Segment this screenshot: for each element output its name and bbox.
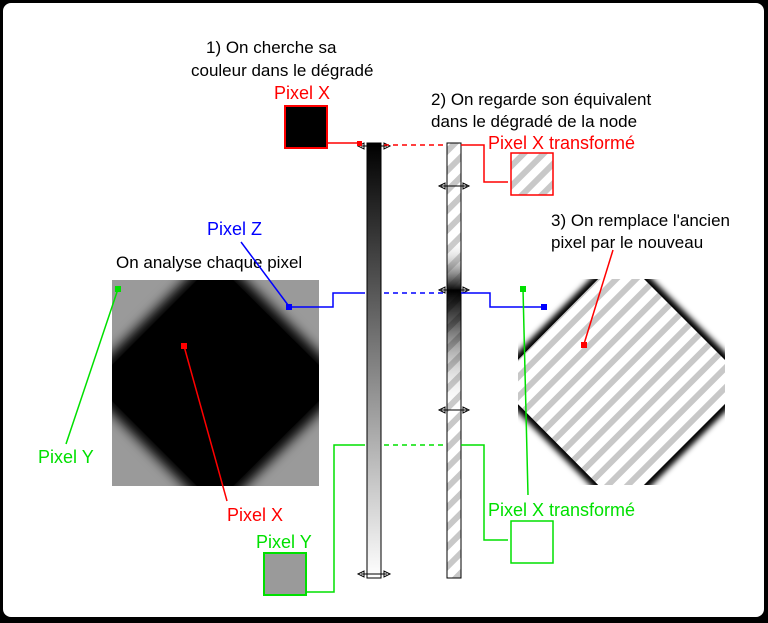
step1-line2: couleur dans le dégradé <box>191 61 373 80</box>
pixel-x-transformed-red-label: Pixel X transformé <box>488 133 635 153</box>
pixel-z-marker-left <box>286 304 292 310</box>
blue-connectors <box>240 241 543 308</box>
step2-line2: dans le dégradé de la node <box>431 112 637 131</box>
pixel-x-bottom-label: Pixel X <box>227 505 283 525</box>
step2-line1: 2) On regarde son équivalent <box>431 90 651 109</box>
pixel-x-top-label: Pixel X <box>274 83 330 103</box>
green-connectors <box>65 288 529 593</box>
pixel-x-marker-right <box>581 342 587 348</box>
pixel-z-label: Pixel Z <box>207 219 262 239</box>
pixel-x-sample <box>284 105 328 149</box>
pixel-x-transformed-red-sample <box>510 152 554 196</box>
step3-line1: 3) On remplace l'ancien <box>551 211 730 230</box>
node-gradient-bar <box>446 142 462 579</box>
analyse-label: On analyse chaque pixel <box>116 253 302 272</box>
red-connectors <box>183 142 614 502</box>
pixel-x-transformed-green-label: Pixel X transformé <box>488 500 635 520</box>
node-gradient-stops <box>437 182 471 414</box>
pixel-y-sample <box>263 552 307 596</box>
pixel-y-marker-left <box>115 286 121 292</box>
pixel-y-marker-right <box>520 286 526 292</box>
pixel-x-transformed-green-sample <box>510 520 554 564</box>
source-image <box>112 280 319 486</box>
pixel-y-bottom-label: Pixel Y <box>256 532 312 552</box>
pixel-z-marker-right <box>541 304 547 310</box>
step3-line2: pixel par le nouveau <box>551 233 703 252</box>
red-arrow-tip <box>357 141 362 146</box>
main-gradient-bar <box>366 142 382 579</box>
pixel-y-left-label: Pixel Y <box>38 447 94 467</box>
result-image <box>518 279 725 485</box>
step1-line1: 1) On cherche sa <box>206 38 337 57</box>
pixel-x-marker-left <box>181 343 187 349</box>
